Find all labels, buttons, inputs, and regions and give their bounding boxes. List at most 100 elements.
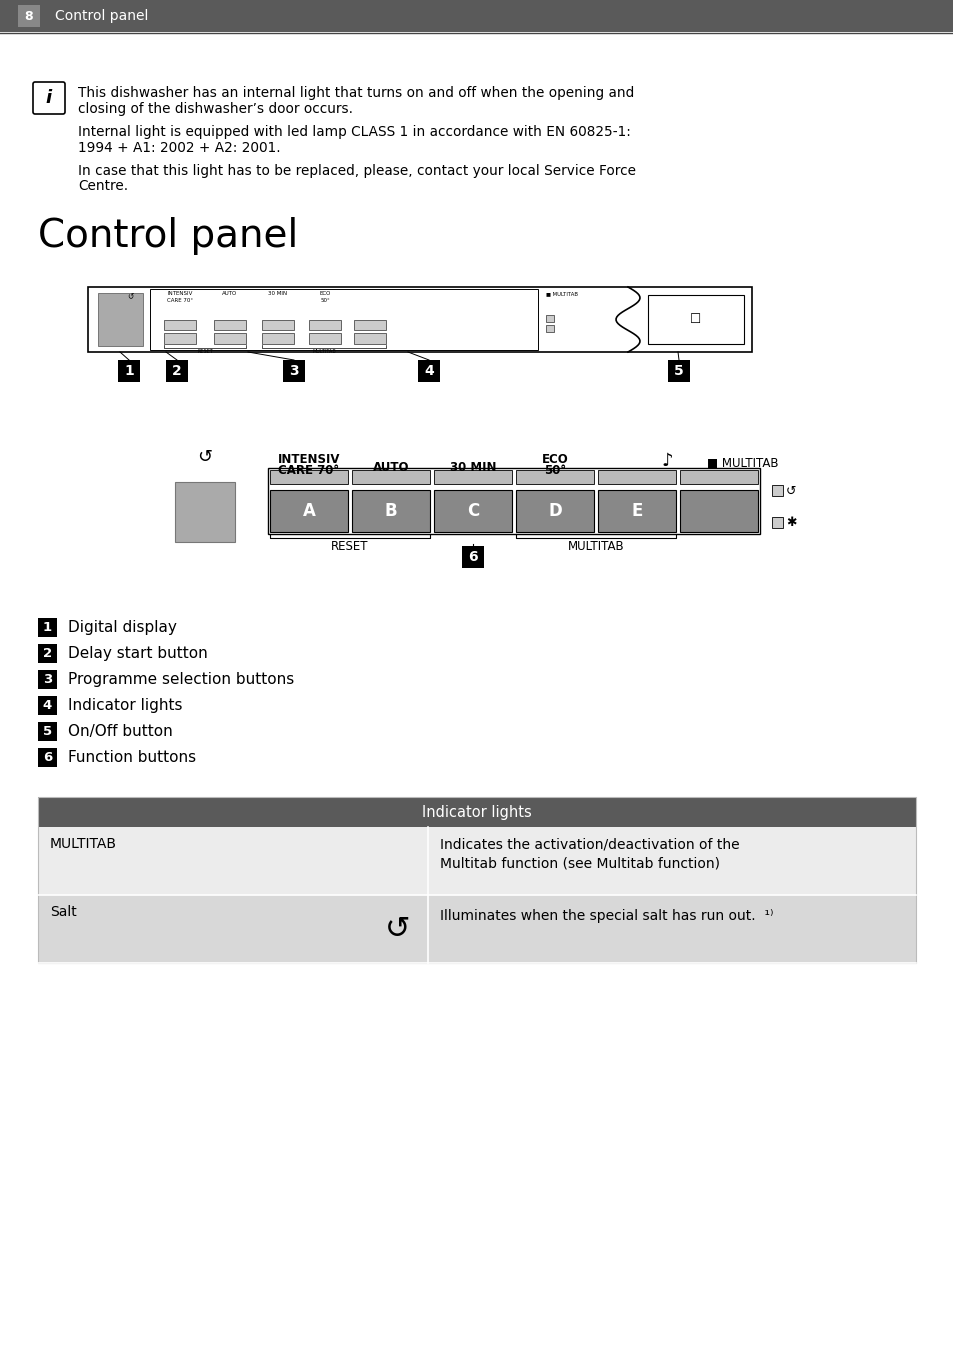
Bar <box>150 289 537 350</box>
Text: A: A <box>302 502 315 521</box>
Text: Function buttons: Function buttons <box>68 750 196 765</box>
Text: 8: 8 <box>25 9 33 23</box>
Bar <box>262 320 294 330</box>
Bar <box>417 360 439 383</box>
Text: MULTITAB: MULTITAB <box>50 837 117 850</box>
Text: 4: 4 <box>43 699 52 713</box>
Text: ↺: ↺ <box>785 484 796 498</box>
Text: Indicates the activation/deactivation of the
Multitab function (see Multitab fun: Indicates the activation/deactivation of… <box>439 837 739 871</box>
Text: 6: 6 <box>468 550 477 564</box>
Text: Indicator lights: Indicator lights <box>68 698 182 713</box>
Text: 50°: 50° <box>320 297 330 303</box>
Bar <box>38 748 57 767</box>
Bar <box>38 827 915 895</box>
Bar <box>354 333 386 343</box>
Text: D: D <box>548 502 561 521</box>
Text: This dishwasher has an internal light that turns on and off when the opening and: This dishwasher has an internal light th… <box>78 87 634 100</box>
Text: 6: 6 <box>43 750 52 764</box>
Text: 1: 1 <box>124 364 133 379</box>
Bar <box>352 470 430 484</box>
Text: ↺: ↺ <box>127 292 133 301</box>
Text: 3: 3 <box>43 673 52 685</box>
Bar <box>354 320 386 330</box>
Text: ↺: ↺ <box>197 448 213 466</box>
Bar <box>679 470 758 484</box>
Bar <box>309 333 340 343</box>
Bar <box>647 295 743 343</box>
Text: AUTO: AUTO <box>222 291 237 296</box>
Text: 1: 1 <box>43 621 52 634</box>
Text: ECO: ECO <box>541 453 568 466</box>
Bar <box>270 470 348 484</box>
Text: 2: 2 <box>43 648 52 660</box>
Text: CARE 70°: CARE 70° <box>278 464 339 477</box>
FancyBboxPatch shape <box>33 82 65 114</box>
Bar <box>166 360 188 383</box>
Text: ■ MULTITAB: ■ MULTITAB <box>545 291 578 296</box>
Text: ♪: ♪ <box>660 452 672 470</box>
Bar <box>38 796 915 827</box>
Bar <box>38 696 57 715</box>
Bar <box>98 293 143 346</box>
Bar <box>270 489 348 531</box>
Text: Centre.: Centre. <box>78 180 128 193</box>
Text: AUTO: AUTO <box>373 461 409 475</box>
Text: 30 MIN: 30 MIN <box>449 461 496 475</box>
Text: B: B <box>384 502 396 521</box>
Bar <box>38 644 57 662</box>
Text: C: C <box>466 502 478 521</box>
Text: RESET: RESET <box>331 539 369 553</box>
Bar <box>771 516 782 529</box>
Text: On/Off button: On/Off button <box>68 725 172 740</box>
Bar <box>516 470 594 484</box>
Text: MULTITAB: MULTITAB <box>567 539 623 553</box>
Bar <box>38 618 57 637</box>
Text: 50°: 50° <box>543 464 565 477</box>
Text: RESET: RESET <box>197 349 213 354</box>
Text: Internal light is equipped with led lamp CLASS 1 in accordance with EN 60825-1:: Internal light is equipped with led lamp… <box>78 124 630 139</box>
Text: Control panel: Control panel <box>38 218 298 256</box>
Bar <box>0 0 953 32</box>
Bar <box>118 360 140 383</box>
Text: closing of the dishwasher’s door occurs.: closing of the dishwasher’s door occurs. <box>78 101 353 115</box>
Text: Control panel: Control panel <box>55 9 149 23</box>
Text: Digital display: Digital display <box>68 621 176 635</box>
Text: Illuminates when the special salt has run out.  ¹⁾: Illuminates when the special salt has ru… <box>439 909 773 923</box>
Bar <box>545 315 554 322</box>
Bar <box>18 5 40 27</box>
Text: Delay start button: Delay start button <box>68 646 208 661</box>
Bar <box>771 485 782 496</box>
Text: 5: 5 <box>674 364 683 379</box>
Text: In case that this light has to be replaced, please, contact your local Service F: In case that this light has to be replac… <box>78 164 636 178</box>
Text: Salt: Salt <box>50 904 76 919</box>
Bar <box>262 333 294 343</box>
Bar <box>38 671 57 690</box>
Bar <box>667 360 689 383</box>
Text: 1994 + A1: 2002 + A2: 2001.: 1994 + A1: 2002 + A2: 2001. <box>78 141 280 154</box>
Text: i: i <box>46 89 52 107</box>
Bar <box>352 489 430 531</box>
Text: ✱: ✱ <box>785 516 796 530</box>
Text: MULTITAB: MULTITAB <box>312 349 335 354</box>
Bar <box>164 333 195 343</box>
Bar <box>598 489 676 531</box>
Text: INTENSIV: INTENSIV <box>167 291 193 296</box>
Text: E: E <box>631 502 642 521</box>
Text: INTENSIV: INTENSIV <box>277 453 340 466</box>
Bar <box>268 468 760 534</box>
Text: Indicator lights: Indicator lights <box>421 804 532 819</box>
Text: ECO: ECO <box>319 291 331 296</box>
Bar <box>309 320 340 330</box>
Bar <box>434 489 512 531</box>
Bar <box>88 287 751 352</box>
Bar <box>679 489 758 531</box>
Bar <box>164 320 195 330</box>
Text: ↺: ↺ <box>385 914 411 944</box>
Bar <box>598 470 676 484</box>
Bar <box>38 796 915 963</box>
Bar <box>174 483 234 542</box>
Bar <box>283 360 305 383</box>
Bar <box>434 470 512 484</box>
Text: CARE 70°: CARE 70° <box>167 297 193 303</box>
Bar <box>461 546 483 568</box>
